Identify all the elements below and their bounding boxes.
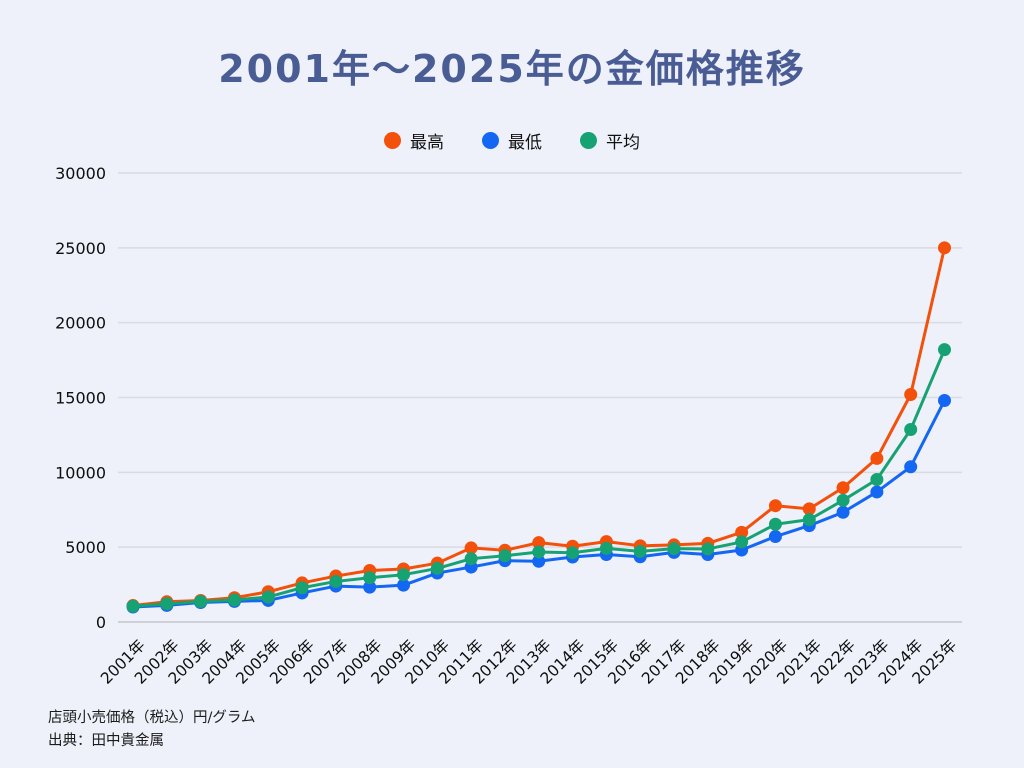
series-avg-point <box>363 571 377 585</box>
series-high-point <box>938 241 951 255</box>
y-tick-label: 25000 <box>55 239 106 258</box>
series-high-point <box>904 388 918 402</box>
legend-label-low: 最低 <box>508 133 542 153</box>
series-low-point <box>870 485 884 499</box>
legend-item-high: 最高 <box>384 128 444 153</box>
series-avg-point <box>126 599 140 613</box>
legend-dot-avg-icon <box>580 132 597 149</box>
series-avg-point <box>870 473 884 487</box>
series-high-point <box>768 499 782 513</box>
series-avg-point <box>701 542 715 556</box>
series-high-point <box>836 481 850 495</box>
price-unit-note: 店頭小売価格（税込）円/グラム <box>48 710 256 726</box>
series-avg-point <box>735 535 749 549</box>
series-low <box>126 393 951 614</box>
y-tick-label: 5000 <box>65 538 106 557</box>
gridlines <box>118 172 962 623</box>
series-avg <box>126 343 951 613</box>
series-high-point <box>870 451 884 465</box>
series-avg-point <box>768 517 782 531</box>
series-avg-point <box>194 594 208 608</box>
series-avg-point <box>430 561 444 575</box>
series-low-line <box>131 398 946 609</box>
series-high-point <box>802 502 816 516</box>
chart-legend: 最高 最低 平均 <box>0 128 1024 153</box>
series-avg-point <box>802 513 816 527</box>
series-avg-point <box>498 549 512 563</box>
series-avg-point <box>599 541 613 555</box>
series-avg-point <box>295 581 309 595</box>
source-note: 出典：田中貴金属 <box>48 733 164 749</box>
series-low-point <box>768 530 782 544</box>
series-low-point <box>532 554 546 568</box>
series-low-point <box>938 393 951 407</box>
series-avg-point <box>836 493 850 507</box>
series-avg-point <box>532 545 546 559</box>
x-axis-labels: 2001年2002年2003年2004年2005年2006年2007年2008年… <box>97 636 960 688</box>
series-avg-point <box>160 597 174 611</box>
legend-label-avg: 平均 <box>606 133 640 153</box>
series-low-point <box>363 580 377 594</box>
series-avg-point <box>464 552 478 566</box>
series-high-point <box>464 541 478 555</box>
legend-dot-low-icon <box>482 132 499 149</box>
series-high-point <box>532 536 546 550</box>
series-avg-point <box>261 590 275 604</box>
chart-footnote: 店頭小売価格（税込）円/グラム 出典：田中貴金属 <box>48 707 255 753</box>
series-avg-point <box>938 343 951 357</box>
series-avg-point <box>227 593 241 607</box>
series-high-point <box>735 525 749 539</box>
legend-item-avg: 平均 <box>580 128 640 153</box>
series-avg-point <box>904 423 918 437</box>
series-avg-point <box>566 546 580 560</box>
y-tick-label: 20000 <box>55 314 106 333</box>
legend-label-high: 最高 <box>410 133 444 153</box>
series-avg-point <box>633 544 647 558</box>
series-avg-point <box>667 542 681 556</box>
series-low-point <box>904 460 918 474</box>
y-tick-label: 10000 <box>55 463 106 482</box>
y-tick-label: 15000 <box>55 389 106 408</box>
page-title: 2001年〜2025年の金価格推移 <box>218 47 806 91</box>
y-tick-label: 0 <box>96 613 106 632</box>
series-avg-point <box>329 574 343 588</box>
legend-dot-high-icon <box>384 132 401 149</box>
series-low-point <box>397 578 410 592</box>
series-avg-line <box>131 348 946 608</box>
series-avg-point <box>397 568 410 582</box>
legend-item-low: 最低 <box>482 128 542 153</box>
y-tick-label: 30000 <box>55 164 106 183</box>
y-axis-labels: 0 5000 10000 15000 20000 25000 30000 <box>55 164 106 632</box>
series-low-point <box>836 505 850 519</box>
